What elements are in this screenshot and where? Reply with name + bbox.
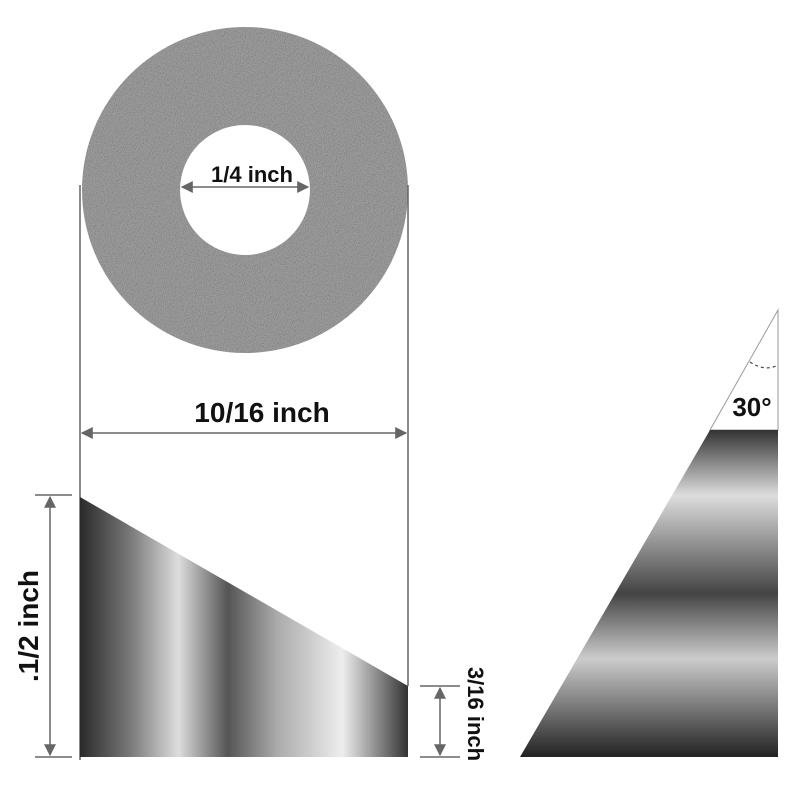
outer-label: 10/16 inch — [194, 397, 329, 428]
triangle-body — [520, 430, 778, 757]
angle-label: 30° — [732, 392, 771, 422]
wedge-side — [80, 497, 408, 757]
angle-arc — [749, 361, 779, 369]
height-label: .1/2 inch — [13, 570, 44, 682]
inner-label: 1/4 inch — [211, 162, 293, 187]
short-label: 3/16 inch — [463, 667, 488, 761]
washer — [82, 27, 408, 353]
